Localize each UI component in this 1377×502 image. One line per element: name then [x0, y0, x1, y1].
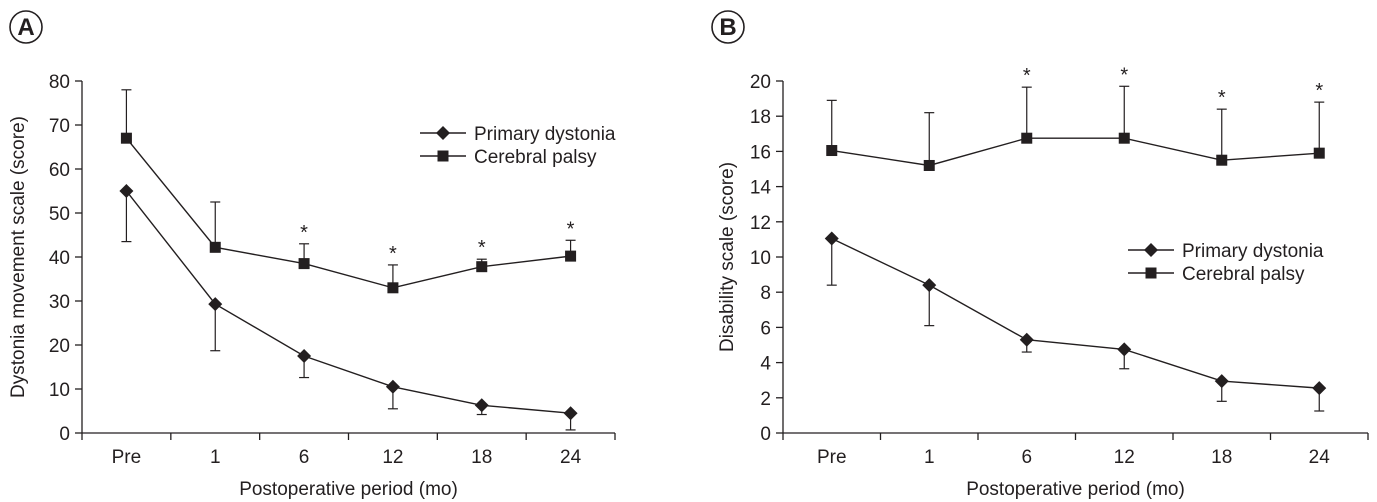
data-point: [298, 258, 310, 270]
data-point: [476, 261, 488, 273]
x-tick-label: 24: [1309, 447, 1331, 468]
data-point: [563, 406, 578, 421]
y-tick-label: 70: [49, 116, 70, 137]
y-tick-label: 2: [760, 389, 771, 410]
data-point: [387, 282, 399, 294]
x-axis-title: Postoperative period (mo): [966, 479, 1185, 500]
significance-star: *: [1218, 87, 1226, 109]
x-tick-label: 24: [560, 447, 582, 468]
series-square: [826, 85, 1325, 171]
legend-label: Cerebral palsy: [474, 147, 597, 168]
series-line: [125, 190, 571, 414]
legend-label: Primary dystonia: [474, 124, 616, 145]
y-tick-label: 12: [750, 213, 771, 234]
y-tick-label: 10: [750, 248, 771, 269]
y-axis-title: Dystonia movement scale (score): [8, 116, 29, 398]
data-point: [1312, 381, 1327, 396]
legend-label: Cerebral palsy: [1182, 264, 1305, 285]
significance-star: *: [1023, 65, 1031, 87]
y-tick-label: 80: [49, 72, 70, 93]
data-point: [1019, 332, 1034, 347]
y-tick-label: 10: [49, 380, 70, 401]
x-tick-label: 1: [924, 447, 935, 468]
data-point: [923, 159, 935, 171]
data-point: [1214, 374, 1229, 389]
x-tick-label: 6: [299, 447, 310, 468]
y-tick-label: 50: [49, 204, 70, 225]
y-tick-label: 4: [760, 354, 771, 375]
data-point: [1216, 154, 1228, 166]
panel-letter: A: [17, 14, 34, 41]
data-point: [297, 349, 312, 363]
data-point: [209, 241, 221, 253]
significance-star: *: [478, 237, 486, 259]
legend-marker: [1145, 267, 1157, 279]
series-square: [120, 89, 577, 294]
significance-star: *: [567, 218, 575, 240]
significance-star: *: [389, 243, 397, 265]
x-tick-label: 18: [1211, 447, 1232, 468]
data-point: [1313, 147, 1325, 159]
legend-label: Primary dystonia: [1182, 241, 1324, 262]
data-point: [208, 297, 223, 312]
significance-star: *: [300, 222, 308, 244]
series-line: [831, 137, 1320, 167]
panel-letter: B: [719, 14, 736, 41]
y-tick-label: 18: [750, 107, 771, 128]
data-point: [120, 132, 132, 144]
data-point: [826, 145, 838, 157]
series-diamond: [119, 184, 578, 431]
y-tick-label: 20: [750, 72, 771, 93]
data-point: [119, 184, 134, 198]
x-tick-label: 1: [210, 447, 221, 468]
y-tick-label: 40: [49, 248, 70, 269]
y-tick-label: 0: [760, 424, 771, 445]
data-point: [1117, 342, 1132, 357]
series-diamond: [824, 231, 1327, 412]
data-point: [824, 231, 839, 246]
legend-marker: [437, 150, 449, 162]
data-point: [385, 379, 400, 394]
y-tick-label: 60: [49, 160, 70, 181]
y-tick-label: 30: [49, 292, 70, 313]
data-point: [922, 278, 937, 293]
x-tick-label: 6: [1021, 447, 1032, 468]
panel-letter-circle: [711, 10, 745, 44]
significance-star: *: [1315, 80, 1323, 102]
series-line: [831, 237, 1320, 389]
legend-marker: [436, 126, 450, 140]
significance-star: *: [1120, 64, 1128, 86]
x-tick-label: Pre: [112, 447, 142, 468]
data-point: [1021, 132, 1033, 144]
x-tick-label: 12: [1114, 447, 1135, 468]
panel-letter-circle: [9, 10, 43, 44]
y-tick-label: 16: [750, 142, 771, 163]
y-tick-label: 14: [750, 178, 772, 199]
y-tick-label: 0: [59, 424, 70, 445]
x-tick-label: 18: [471, 447, 492, 468]
y-tick-label: 6: [760, 318, 771, 339]
data-point: [1118, 132, 1130, 144]
data-point: [474, 398, 489, 413]
y-axis-title: Disability scale (score): [717, 162, 738, 352]
y-tick-label: 8: [760, 283, 771, 304]
data-point: [565, 250, 577, 262]
x-tick-label: Pre: [817, 447, 847, 468]
panel-a: A 0 10 20 30 40 50 60 70 80 Pre 1 6 12 18 24 Postoperati…: [8, 10, 616, 500]
x-axis-title: Postoperative period (mo): [239, 479, 458, 500]
x-tick-label: 12: [382, 447, 403, 468]
legend-marker: [1144, 243, 1158, 257]
series-line: [125, 137, 571, 289]
y-tick-label: 20: [49, 336, 70, 357]
